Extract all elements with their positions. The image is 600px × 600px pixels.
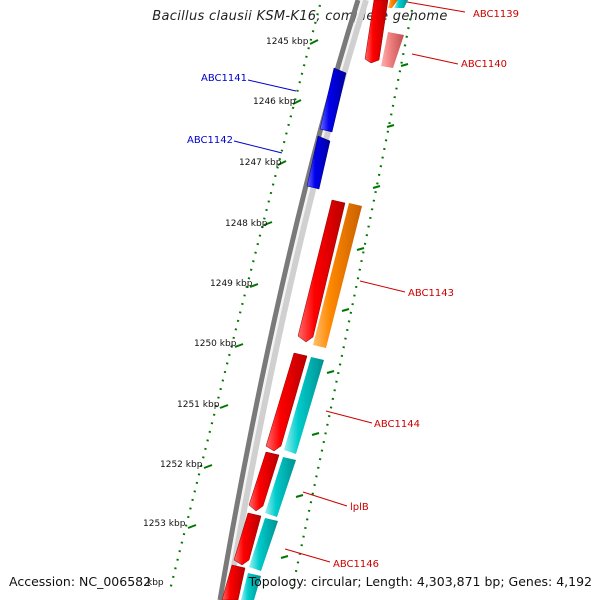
gene-label-abc1144[interactable]: ABC1144: [374, 419, 420, 430]
gene-label-abc1143[interactable]: ABC1143: [408, 288, 454, 299]
genome-stats-text: Topology: circular; Length: 4,303,871 bp…: [248, 574, 592, 589]
ruler-tick: [203, 464, 213, 469]
gene-abc1146[interactable]: [233, 512, 262, 566]
cog-block-cyan-top: [394, 0, 408, 8]
ruler-tick: [372, 185, 381, 189]
ruler-label: 1248 kbp: [225, 219, 268, 229]
ruler-tick: [277, 160, 287, 166]
ruler-tick: [187, 524, 197, 529]
ruler-tick: [219, 404, 229, 409]
cog-block-pink: [381, 32, 404, 68]
ruler-tick: [386, 124, 395, 128]
ruler-inner: [168, 4, 322, 591]
ruler-tick: [263, 221, 273, 226]
cog-block-orange: [313, 203, 362, 348]
ruler-label: 1253 kbp: [143, 519, 186, 529]
ruler-tick: [292, 99, 302, 105]
ruler-tick: [311, 432, 320, 436]
cog-track: [241, 0, 408, 600]
ruler-label: 1252 kbp: [160, 460, 203, 470]
gene-label-abc1140[interactable]: ABC1140: [461, 59, 507, 70]
ruler-label: 1250 kbp: [194, 339, 237, 349]
cog-block-cyan-3: [249, 518, 278, 571]
ruler-tick: [341, 308, 350, 312]
cds-minus-track: [306, 67, 347, 190]
ruler-label: 1245 kbp: [266, 37, 309, 47]
gene-label-lplb[interactable]: lplB: [350, 502, 369, 513]
ruler-outer: [280, 9, 414, 591]
cog-block-cyan-2: [265, 457, 296, 517]
accession-text: Accession: NC_006582: [9, 574, 152, 589]
ruler-label: 1247 kbp: [239, 158, 282, 168]
cog-block-orange-top: [388, 0, 398, 8]
backbone-shadow: [225, 0, 369, 600]
gene-abc1142[interactable]: [306, 135, 331, 190]
ruler-tick: [280, 555, 289, 559]
gene-label-abc1141[interactable]: ABC1141: [201, 73, 247, 84]
gene-lplb[interactable]: [248, 451, 280, 512]
gene-label-abc1146[interactable]: ABC1146: [333, 559, 379, 570]
gene-abc1139[interactable]: [364, 0, 389, 64]
ruler-tick: [326, 370, 335, 374]
ruler-tick: [356, 247, 365, 251]
cds-plus-track: [221, 0, 389, 600]
ruler-tick: [400, 63, 409, 67]
ruler-label: 1246 kbp: [253, 97, 296, 107]
ruler-label: kbp: [147, 578, 164, 588]
label-leaders: [233, 1, 466, 563]
gene-abc1143[interactable]: [297, 199, 346, 343]
ruler-label: 1249 kbp: [210, 279, 253, 289]
ruler-label: 1251 kbp: [177, 400, 220, 410]
gene-label-abc1139[interactable]: ABC1139: [473, 9, 519, 20]
ruler-tick: [295, 494, 304, 498]
ruler-tick: [249, 283, 259, 288]
ruler-tick: [234, 343, 244, 348]
ruler-tick: [309, 39, 319, 45]
gene-abc1141[interactable]: [319, 67, 347, 133]
cog-block-cyan-1: [284, 357, 324, 454]
cog-block-cyan-4: [241, 573, 261, 600]
gene-label-abc1142[interactable]: ABC1142: [187, 135, 233, 146]
gene-abc1144[interactable]: [265, 352, 308, 452]
gene-next[interactable]: [221, 564, 246, 600]
